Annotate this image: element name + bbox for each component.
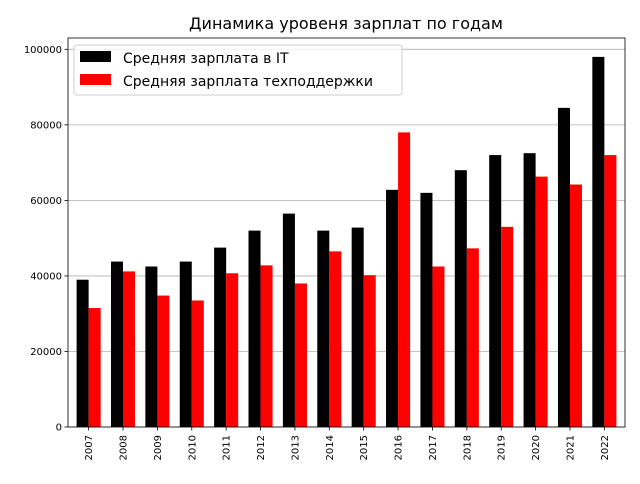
bar (329, 251, 342, 427)
bar (432, 266, 445, 427)
chart-title: Динамика уровеня зарплат по годам (189, 14, 503, 33)
y-axis-ticks: 0 20000 40000 60000 80000 100000 (24, 45, 68, 434)
bar (351, 227, 364, 427)
bar (523, 153, 536, 427)
plot-frame (67, 37, 626, 428)
bar (557, 107, 570, 428)
x-tick-label: 2022 (600, 435, 611, 460)
legend: Средняя зарплата в IT Средняя зарплата т… (73, 44, 403, 96)
bar (88, 308, 101, 427)
x-tick-label: 2015 (359, 435, 370, 460)
x-tick-label: 2019 (497, 435, 508, 460)
bar (157, 295, 170, 427)
x-tick-label: 2017 (428, 435, 439, 460)
y-tick-label: 60000 (30, 196, 62, 207)
bar (592, 56, 605, 428)
x-tick-label: 2011 (222, 435, 233, 460)
bar (535, 176, 548, 427)
y-tick-label: 100000 (24, 45, 62, 56)
bar (466, 248, 479, 427)
bar (604, 155, 617, 427)
legend-label-it: Средняя зарплата в IT (123, 51, 289, 67)
x-tick-label: 2018 (462, 435, 473, 460)
bar (260, 265, 273, 427)
x-tick-label: 2008 (119, 435, 130, 460)
bar (386, 189, 399, 427)
y-tick-label: 0 (56, 423, 62, 434)
y-tick-label: 40000 (30, 271, 62, 282)
x-tick-label: 2009 (153, 435, 164, 460)
bar (191, 300, 204, 427)
legend-label-support: Средняя зарплата техподдержки (123, 74, 373, 90)
bar (179, 261, 192, 427)
bar (317, 230, 330, 427)
bar (226, 273, 239, 427)
bar (294, 283, 307, 427)
bar (214, 247, 227, 427)
x-tick-label: 2020 (531, 435, 542, 460)
x-axis-ticks: 2007 2008 2009 2010 2011 2012 2013 2014 2015 2016… (84, 427, 611, 460)
bar (398, 132, 411, 427)
bar (420, 192, 433, 427)
x-tick-label: 2012 (256, 435, 267, 460)
bar (145, 266, 158, 427)
bar-series-support (88, 132, 617, 427)
x-tick-label: 2014 (325, 435, 336, 460)
bar (123, 271, 136, 427)
bar (363, 275, 376, 427)
x-tick-label: 2016 (394, 435, 405, 460)
axes (67, 37, 626, 428)
y-tick-label: 20000 (30, 347, 62, 358)
legend-swatch-support (80, 74, 111, 85)
legend-swatch-it (80, 51, 111, 62)
bar (282, 213, 295, 427)
bar (110, 261, 124, 427)
x-tick-label: 2010 (187, 435, 198, 460)
bar (248, 230, 261, 427)
bar (501, 226, 514, 427)
y-tick-label: 80000 (30, 120, 62, 131)
bar (76, 279, 89, 427)
x-tick-label: 2013 (290, 435, 301, 460)
bar-series-group (76, 56, 617, 428)
bar (454, 170, 467, 428)
legend-box (73, 44, 403, 96)
bar-series-it (76, 56, 605, 428)
bar (569, 184, 583, 427)
x-tick-label: 2007 (84, 435, 95, 460)
bar (489, 155, 502, 427)
x-tick-label: 2021 (565, 435, 576, 460)
